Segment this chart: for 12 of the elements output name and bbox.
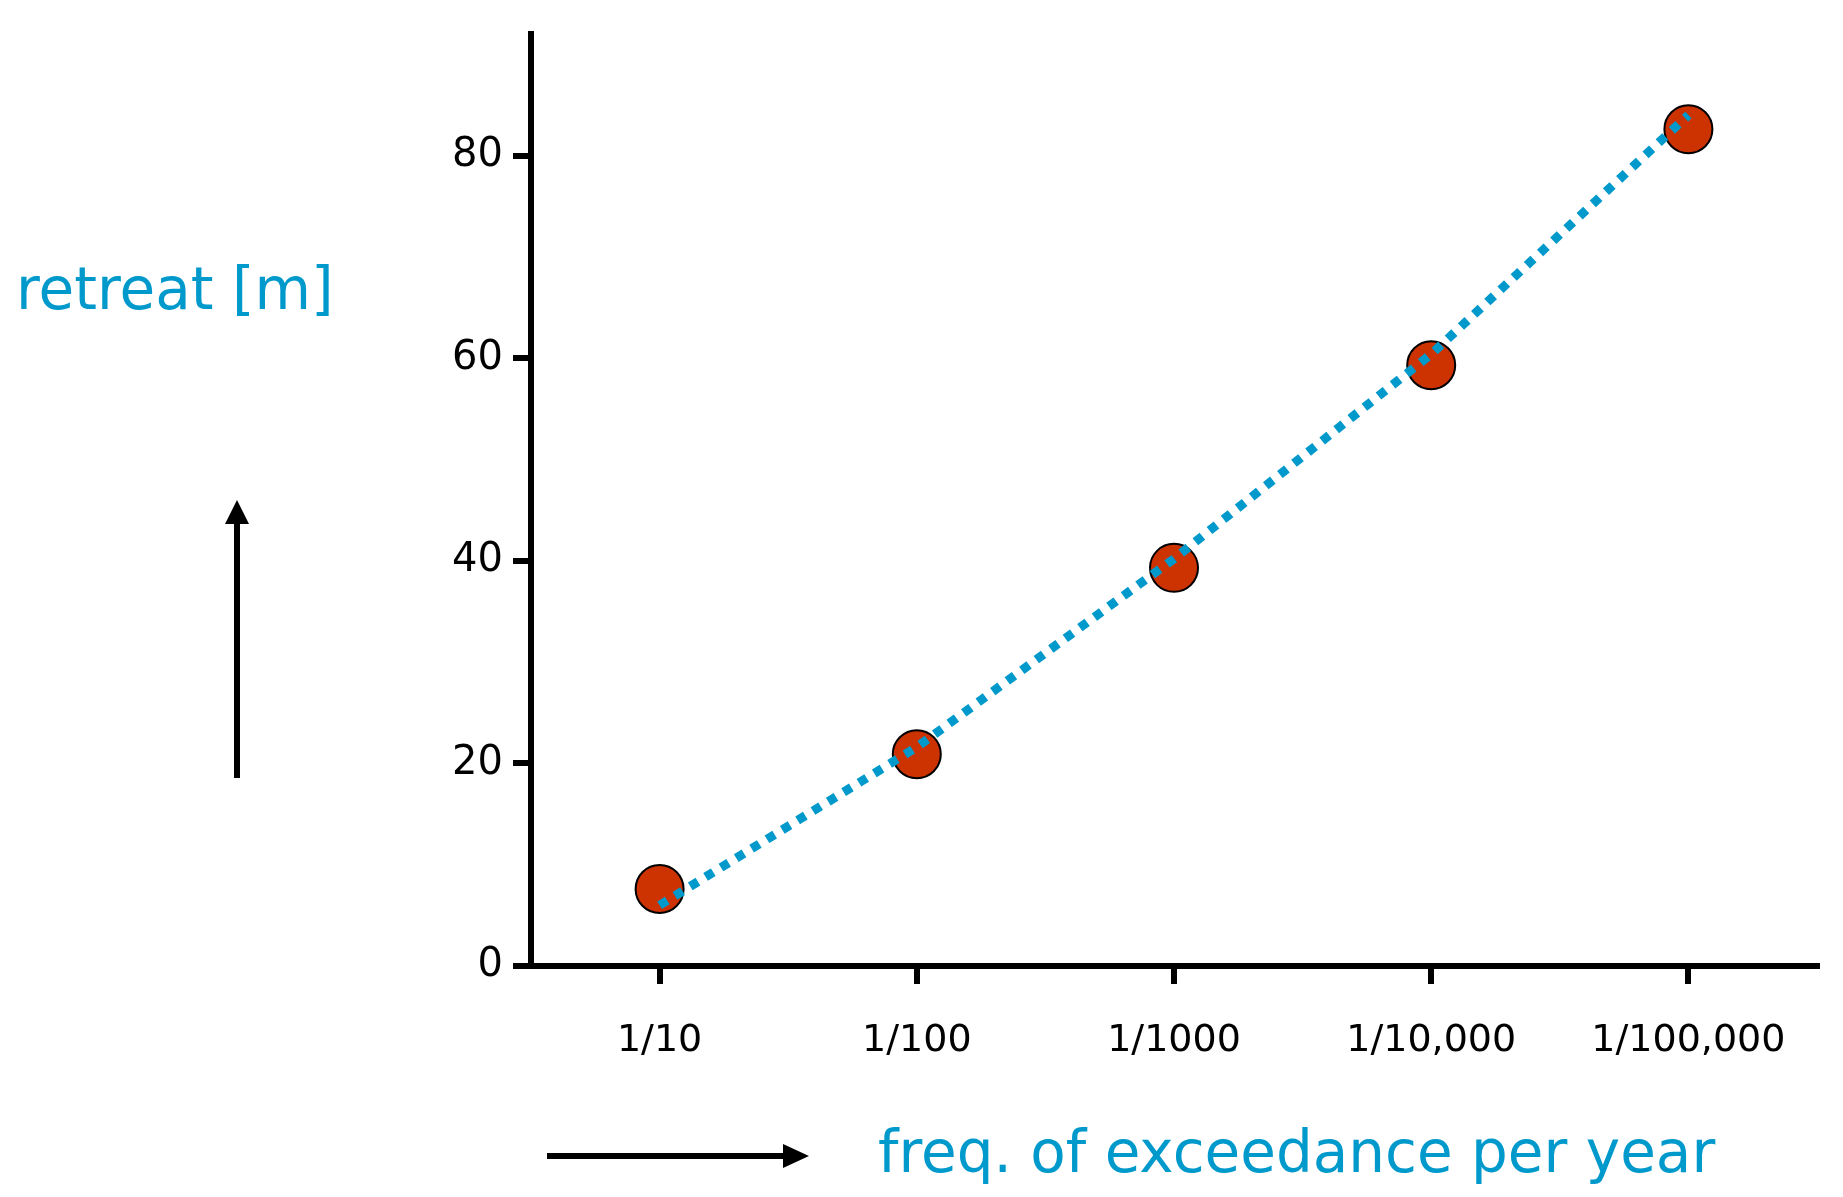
y-tick-label: 0 bbox=[477, 939, 503, 986]
y-tick-label: 20 bbox=[452, 736, 503, 783]
x-axis-title: freq. of exceedance per year bbox=[878, 1118, 1716, 1186]
x-tick-label: 1/10 bbox=[616, 1015, 703, 1060]
y-tick-label: 60 bbox=[452, 331, 503, 378]
x-tick-label: 1/1000 bbox=[1107, 1015, 1241, 1060]
x-tick-label: 1/10,000 bbox=[1346, 1015, 1517, 1060]
y-tick-label: 40 bbox=[452, 534, 503, 581]
x-tick-label: 1/100 bbox=[862, 1015, 972, 1060]
y-tick-label: 80 bbox=[452, 128, 503, 175]
y-axis-title: retreat [m] bbox=[16, 255, 334, 323]
x-tick-label: 1/100,000 bbox=[1591, 1015, 1786, 1060]
